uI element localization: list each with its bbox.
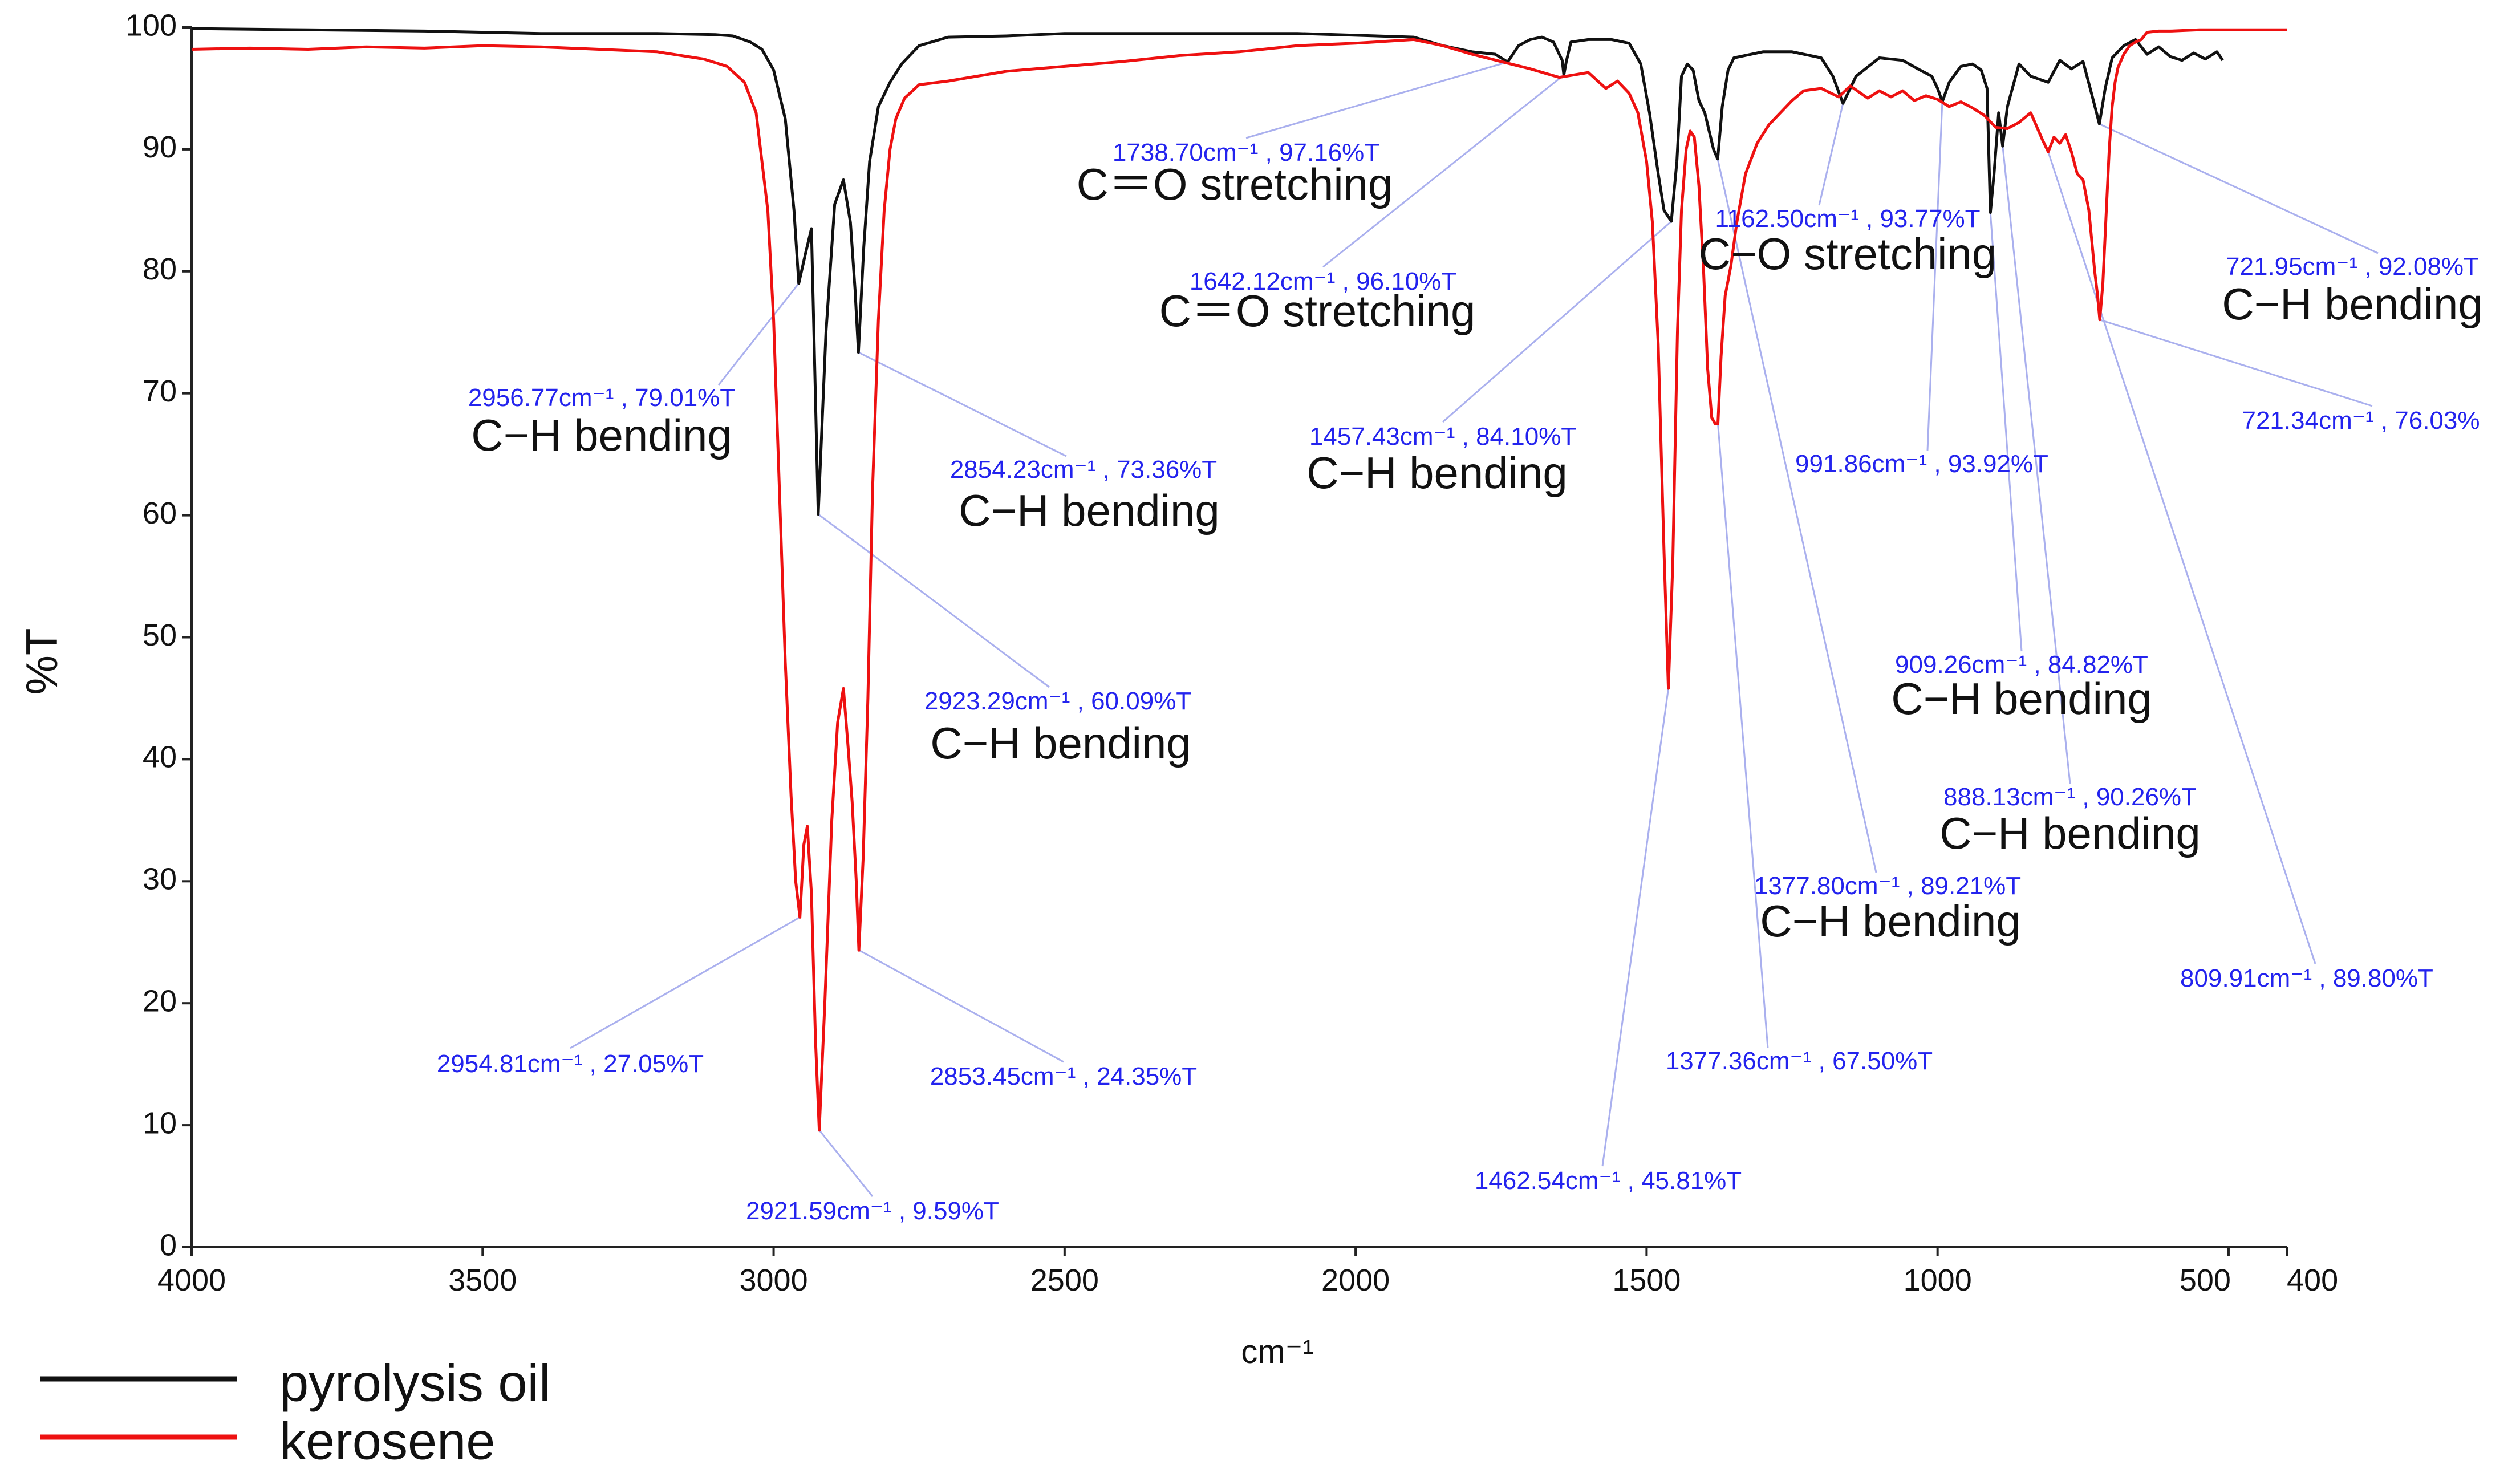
x-tick-label: 2500: [1030, 1263, 1099, 1297]
annotation-leader-line: [1716, 159, 1877, 873]
annotation-leader-line: [2047, 151, 2316, 964]
x-tick-label: 400: [2287, 1263, 2338, 1297]
peak-label: 2921.59cm⁻¹ , 9.59%T: [746, 1197, 999, 1225]
annotation-leader-line: [817, 513, 1050, 688]
peak-label: 991.86cm⁻¹ , 93.92%T: [1795, 450, 2048, 478]
peak-label: 2956.77cm⁻¹ , 79.01%T: [468, 384, 735, 412]
legend: pyrolysis oil kerosene: [40, 1354, 550, 1470]
series-line-pyrolysis-oil: [191, 27, 2224, 516]
y-tick-label: 90: [143, 130, 177, 164]
x-axis-label: cm⁻¹: [1241, 1333, 1313, 1370]
peak-assignment-label: C＝O stretching: [1159, 286, 1476, 336]
y-tick-label: 20: [143, 984, 177, 1018]
peak-label: 909.26cm⁻¹ , 84.82%T: [1895, 651, 2148, 679]
annotation-leader-lines: [570, 61, 2379, 1197]
annotation-leader-line: [1322, 74, 1565, 268]
x-tick-label: 500: [2180, 1263, 2231, 1297]
peak-assignment-label: C＝O stretching: [1077, 159, 1393, 209]
annotation-leader-line: [1926, 101, 1943, 451]
peak-label: 2854.23cm⁻¹ , 73.36%T: [950, 456, 1217, 484]
peak-label: 1642.12cm⁻¹ , 96.10%T: [1190, 267, 1456, 295]
annotation-leader-line: [2002, 146, 2071, 784]
peak-assignment-label: C−H bending: [2222, 279, 2483, 329]
annotation-leader-line: [570, 916, 801, 1049]
peak-label: 888.13cm⁻¹ , 90.26%T: [1943, 783, 2197, 811]
x-tick-label: 1000: [1904, 1263, 1972, 1297]
x-tick-label: 3000: [739, 1263, 807, 1297]
x-tick-label: 4000: [157, 1263, 226, 1297]
peak-annotations: 2956.77cm⁻¹ , 79.01%TC−H bending2854.23c…: [437, 139, 2483, 1225]
y-tick-label: 50: [143, 618, 177, 652]
peak-assignment-label: C−H bending: [1939, 808, 2201, 858]
spectrum-series: [191, 27, 2287, 1132]
legend-label-kerosene: kerosene: [279, 1412, 495, 1470]
y-tick-label: 0: [160, 1228, 177, 1262]
peak-label: 721.95cm⁻¹ , 92.08%T: [2226, 253, 2479, 281]
legend-label-pyrolysis-oil: pyrolysis oil: [279, 1354, 550, 1412]
peak-label: 2853.45cm⁻¹ , 24.35%T: [930, 1062, 1197, 1090]
y-tick-label: 60: [143, 496, 177, 530]
peak-label: 1162.50cm⁻¹ , 93.77%T: [1715, 205, 1980, 233]
y-tick-label: 40: [143, 740, 177, 774]
peak-assignment-label: C−H bending: [1306, 448, 1568, 498]
peak-label: 1377.80cm⁻¹ , 89.21%T: [1754, 872, 2021, 900]
annotation-leader-line: [858, 351, 1067, 457]
y-tick-label: 10: [143, 1106, 177, 1140]
y-tick-label: 100: [125, 8, 177, 42]
peak-label: 2954.81cm⁻¹ , 27.05%T: [437, 1050, 704, 1078]
annotation-leader-line: [818, 1129, 874, 1197]
peak-label: 809.91cm⁻¹ , 89.80%T: [2180, 964, 2433, 992]
peak-label: 721.34cm⁻¹ , 76.03%: [2242, 407, 2480, 435]
peak-assignment-label: C−H bending: [1891, 673, 2152, 724]
x-tick-label: 2000: [1321, 1263, 1390, 1297]
x-tick-label: 3500: [448, 1263, 517, 1297]
peak-label: 1377.36cm⁻¹ , 67.50%T: [1666, 1047, 1933, 1075]
annotation-leader-line: [717, 283, 800, 386]
peak-label: 1738.70cm⁻¹ , 97.16%T: [1113, 139, 1379, 167]
annotation-leader-line: [858, 949, 1064, 1063]
x-axis-ticks: 4000 3500 3000 2500 2000 1500 1000 500 400: [157, 1247, 2338, 1297]
x-tick-label: 1500: [1612, 1263, 1681, 1297]
y-axis-ticks: 0 10 20 30 40 50 60 70 80 90 100: [125, 8, 192, 1262]
annotation-leader-line: [1818, 103, 1844, 206]
annotation-leader-line: [1442, 220, 1672, 423]
annotation-leader-line: [2099, 319, 2373, 407]
peak-label: 2923.29cm⁻¹ , 60.09%T: [924, 687, 1191, 715]
annotation-leader-line: [1989, 212, 2023, 652]
annotation-leader-line: [1245, 61, 1508, 139]
y-axis-label: %T: [17, 628, 67, 695]
peak-assignment-label: C−H bending: [930, 718, 1191, 768]
annotation-leader-line: [1717, 424, 1769, 1049]
y-tick-label: 30: [143, 862, 177, 896]
peak-assignment-label: C−H bending: [471, 410, 732, 460]
y-tick-label: 80: [143, 252, 177, 286]
peak-label: 1457.43cm⁻¹ , 84.10%T: [1309, 423, 1576, 451]
series-line-kerosene: [191, 28, 2287, 1132]
peak-label: 1462.54cm⁻¹ , 45.81%T: [1475, 1167, 1742, 1195]
peak-assignment-label: C−H bending: [959, 485, 1220, 535]
peak-assignment-label: C−H bending: [1760, 896, 2021, 946]
y-tick-label: 70: [143, 374, 177, 408]
peak-assignment-label: C−O stretching: [1699, 229, 1996, 279]
annotation-leader-line: [2099, 123, 2379, 254]
annotation-leader-line: [1601, 688, 1670, 1167]
